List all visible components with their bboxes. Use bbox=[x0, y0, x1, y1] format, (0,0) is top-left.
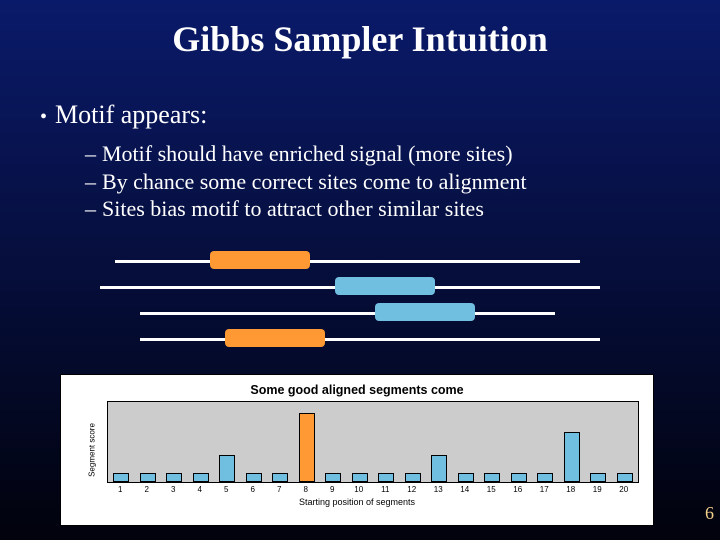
chart-xticks: 1234567891011121314151617181920 bbox=[107, 485, 637, 497]
chart-bar bbox=[484, 473, 500, 482]
sequence-baseline bbox=[140, 312, 555, 315]
chart-bar bbox=[378, 473, 394, 482]
chart-xtick-label: 13 bbox=[434, 485, 443, 494]
chart-bar bbox=[325, 473, 341, 482]
dash-icon: – bbox=[85, 169, 102, 194]
chart-bar bbox=[299, 413, 315, 482]
chart-bar bbox=[590, 473, 606, 482]
chart-xtick-label: 16 bbox=[513, 485, 522, 494]
chart-bar bbox=[431, 455, 447, 482]
slide-title: Gibbs Sampler Intuition bbox=[0, 0, 720, 60]
sequence-line bbox=[100, 248, 600, 274]
sub-bullet: –Sites bias motif to attract other simil… bbox=[85, 195, 527, 223]
chart-xtick-label: 19 bbox=[593, 485, 602, 494]
chart-panel: Some good aligned segments come Segment … bbox=[60, 374, 654, 526]
chart-xtick-label: 2 bbox=[145, 485, 149, 494]
chart-xtick-label: 12 bbox=[407, 485, 416, 494]
sub-bullet: –Motif should have enriched signal (more… bbox=[85, 140, 527, 168]
sequence-baseline bbox=[115, 260, 580, 263]
chart-bar bbox=[246, 473, 262, 482]
bullet-main-text: Motif appears: bbox=[55, 100, 207, 129]
motif-box bbox=[225, 329, 325, 347]
sub-bullet-text: Motif should have enriched signal (more … bbox=[102, 141, 513, 166]
chart-ylabel: Segment score bbox=[87, 423, 96, 477]
sub-bullet: –By chance some correct sites come to al… bbox=[85, 168, 527, 196]
bullet-main: •Motif appears: bbox=[40, 100, 207, 130]
motif-box bbox=[375, 303, 475, 321]
chart-bar bbox=[352, 473, 368, 482]
chart-bar bbox=[140, 473, 156, 482]
chart-bar bbox=[193, 473, 209, 482]
sub-bullet-list: –Motif should have enriched signal (more… bbox=[85, 140, 527, 223]
dash-icon: – bbox=[85, 196, 102, 221]
sequence-diagram bbox=[100, 248, 600, 352]
chart-bar bbox=[272, 473, 288, 482]
chart-xtick-label: 14 bbox=[460, 485, 469, 494]
chart-title: Some good aligned segments come bbox=[61, 375, 653, 397]
bullet-dot-icon: • bbox=[40, 106, 55, 128]
chart-plot-area bbox=[107, 401, 639, 483]
chart-xtick-label: 3 bbox=[171, 485, 175, 494]
sequence-line bbox=[100, 326, 600, 352]
sequence-line bbox=[100, 300, 600, 326]
chart-bar bbox=[166, 473, 182, 482]
chart-xtick-label: 1 bbox=[118, 485, 122, 494]
motif-box bbox=[335, 277, 435, 295]
motif-box bbox=[210, 251, 310, 269]
chart-bar bbox=[564, 432, 580, 482]
sub-bullet-text: Sites bias motif to attract other simila… bbox=[102, 196, 484, 221]
chart-xtick-label: 5 bbox=[224, 485, 228, 494]
chart-xtick-label: 20 bbox=[619, 485, 628, 494]
chart-xtick-label: 10 bbox=[354, 485, 363, 494]
chart-bar bbox=[219, 455, 235, 482]
page-number: 6 bbox=[705, 503, 714, 524]
chart-bar bbox=[511, 473, 527, 482]
chart-xtick-label: 11 bbox=[381, 485, 389, 494]
chart-xtick-label: 9 bbox=[330, 485, 334, 494]
chart-xtick-label: 8 bbox=[304, 485, 308, 494]
sub-bullet-text: By chance some correct sites come to ali… bbox=[102, 169, 527, 194]
chart-bar bbox=[617, 473, 633, 482]
chart-xtick-label: 17 bbox=[540, 485, 549, 494]
slide: Gibbs Sampler Intuition •Motif appears: … bbox=[0, 0, 720, 540]
chart-bar bbox=[458, 473, 474, 482]
dash-icon: – bbox=[85, 141, 102, 166]
chart-xtick-label: 6 bbox=[251, 485, 255, 494]
sequence-baseline bbox=[140, 338, 600, 341]
chart-bar bbox=[113, 473, 129, 482]
chart-bar bbox=[537, 473, 553, 482]
chart-xtick-label: 7 bbox=[277, 485, 281, 494]
chart-xtick-label: 18 bbox=[566, 485, 575, 494]
chart-xlabel: Starting position of segments bbox=[61, 497, 653, 513]
chart-xtick-label: 4 bbox=[198, 485, 202, 494]
chart-xtick-label: 15 bbox=[487, 485, 496, 494]
sequence-line bbox=[100, 274, 600, 300]
chart-bar bbox=[405, 473, 421, 482]
